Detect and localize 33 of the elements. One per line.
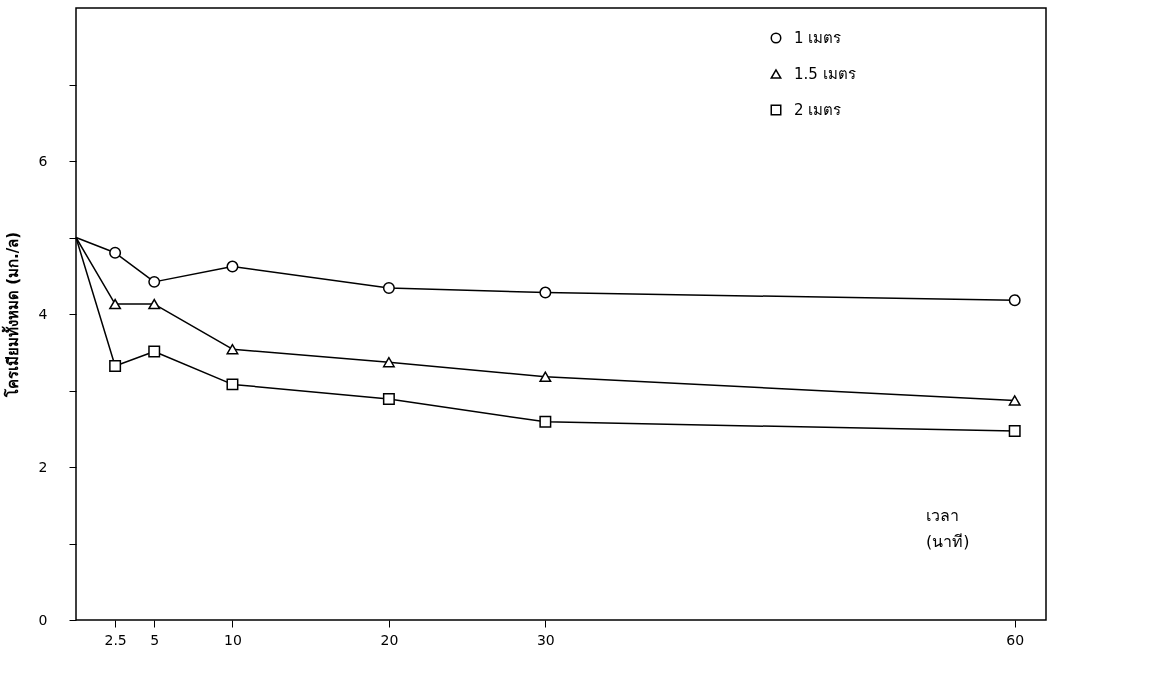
point	[1008, 395, 1021, 406]
point	[226, 343, 239, 355]
point	[382, 356, 395, 368]
point	[148, 345, 161, 358]
legend-label: 2 เมตร	[794, 101, 842, 119]
point	[382, 392, 395, 405]
y-tick-label: 6	[38, 152, 48, 169]
point	[539, 286, 552, 299]
point	[148, 275, 161, 288]
point	[109, 246, 122, 259]
legend-label: 1 เมตร	[794, 29, 842, 47]
point	[148, 298, 161, 310]
legend-label: 1.5 เมตร	[794, 65, 856, 83]
point	[382, 282, 395, 294]
y-tick-label: 4	[38, 305, 48, 322]
point	[1008, 294, 1021, 307]
x-tick-label: 10	[224, 631, 242, 648]
y-axis-title: โครเมียมทั้งหมด (มก./ล)	[0, 231, 22, 399]
point	[109, 360, 122, 373]
point	[226, 378, 239, 391]
x-tick-label: 2.5	[104, 631, 127, 648]
x-axis-title: เวลา (นาที)	[926, 506, 970, 551]
x-tick-label: 30	[536, 631, 555, 648]
point	[539, 415, 552, 428]
y-tick-label: 0	[38, 611, 48, 628]
point	[226, 260, 239, 273]
x-tick-label: 20	[380, 631, 399, 648]
point	[1008, 425, 1021, 438]
y-tick-label: 2	[38, 458, 48, 475]
x-tick-label: 5	[150, 631, 160, 648]
point	[109, 298, 122, 310]
point	[539, 371, 552, 383]
x-tick-label: 60	[1006, 631, 1025, 648]
